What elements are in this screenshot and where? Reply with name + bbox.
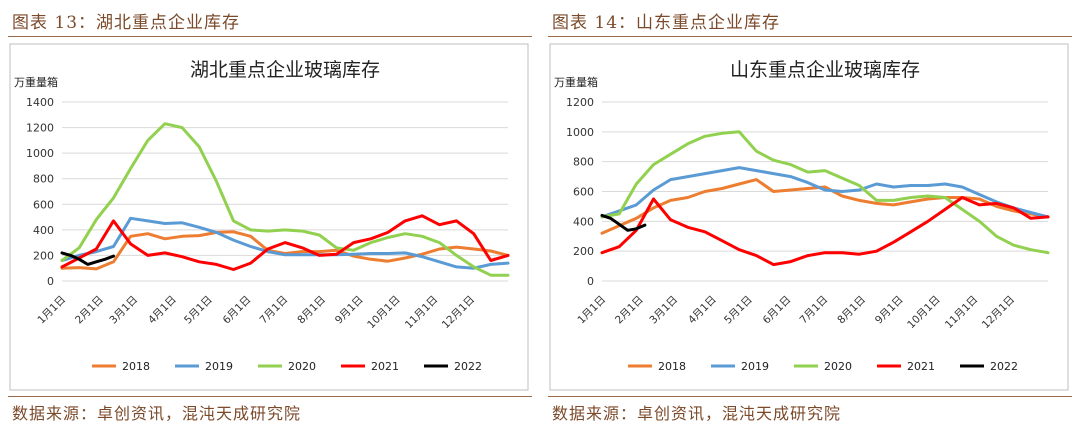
y-tick-label: 1000	[26, 147, 54, 160]
y-tick-label: 0	[47, 275, 54, 288]
legend-label-2022: 2022	[990, 360, 1018, 373]
y-tick-label: 1200	[566, 96, 594, 109]
hubei-inventory-chart: 湖北重点企业玻璃库存万重量箱02004006008001000120014001…	[9, 43, 529, 391]
y-tick-label: 0	[587, 275, 594, 288]
y-tick-label: 600	[573, 186, 594, 199]
series-line-2019	[60, 216, 510, 270]
legend-label-2021: 2021	[371, 360, 399, 373]
legend-label-2020: 2020	[824, 360, 852, 373]
divider	[548, 396, 1072, 397]
y-tick-label: 800	[33, 173, 54, 186]
series-line-2022	[60, 251, 115, 266]
series-line-2020	[600, 130, 1050, 255]
y-tick-label: 1400	[26, 96, 54, 109]
left-panel: 图表 13：湖北重点企业库存 湖北重点企业玻璃库存万重量箱 0 200 400 600 8…	[8, 13, 532, 423]
series-line-2021	[60, 214, 510, 271]
series-line-2022	[600, 213, 647, 232]
legend-label-2019: 2019	[741, 360, 769, 373]
legend-label-2020: 2020	[288, 360, 316, 373]
right-panel: 图表 14：山东重点企业库存 山东重点企业玻璃库存万重量箱 0 200 400 600 8…	[540, 0, 1080, 432]
y-tick-label: 400	[573, 215, 594, 228]
legend-label-2018: 2018	[658, 360, 686, 373]
figure-label: 图表 14：山东重点企业库存	[552, 13, 781, 33]
series-line-2020	[60, 122, 510, 277]
y-tick-label: 200	[33, 249, 54, 262]
y-tick-label: 800	[573, 156, 594, 169]
y-axis-unit: 万重量箱	[554, 75, 598, 89]
legend-label-2022: 2022	[454, 360, 482, 373]
y-tick-label: 1200	[26, 122, 54, 135]
y-tick-label: 1000	[566, 126, 594, 139]
legend-label-2021: 2021	[907, 360, 935, 373]
chart-title: 山东重点企业玻璃库存	[730, 59, 920, 81]
source-note: 数据来源：卓创资讯，混沌天成研究院	[552, 404, 842, 423]
y-tick-label: 200	[573, 245, 594, 258]
figure-label: 图表 13：湖北重点企业库存	[12, 13, 241, 33]
series-line-2019	[600, 166, 1050, 219]
legend-label-2018: 2018	[122, 360, 150, 373]
divider	[8, 36, 532, 37]
series-line-2018	[600, 178, 1050, 235]
y-tick-label: 600	[33, 198, 54, 211]
chart-title: 湖北重点企业玻璃库存	[190, 59, 380, 81]
chart-frame	[9, 43, 529, 391]
source-note: 数据来源：卓创资讯，混沌天成研究院	[12, 404, 302, 423]
y-axis-unit: 万重量箱	[14, 75, 58, 89]
divider	[548, 36, 1072, 37]
series-line-2021	[600, 196, 1050, 267]
divider	[8, 396, 532, 397]
y-tick-label: 400	[33, 224, 54, 237]
legend-label-2019: 2019	[205, 360, 233, 373]
chart-frame	[549, 43, 1069, 391]
